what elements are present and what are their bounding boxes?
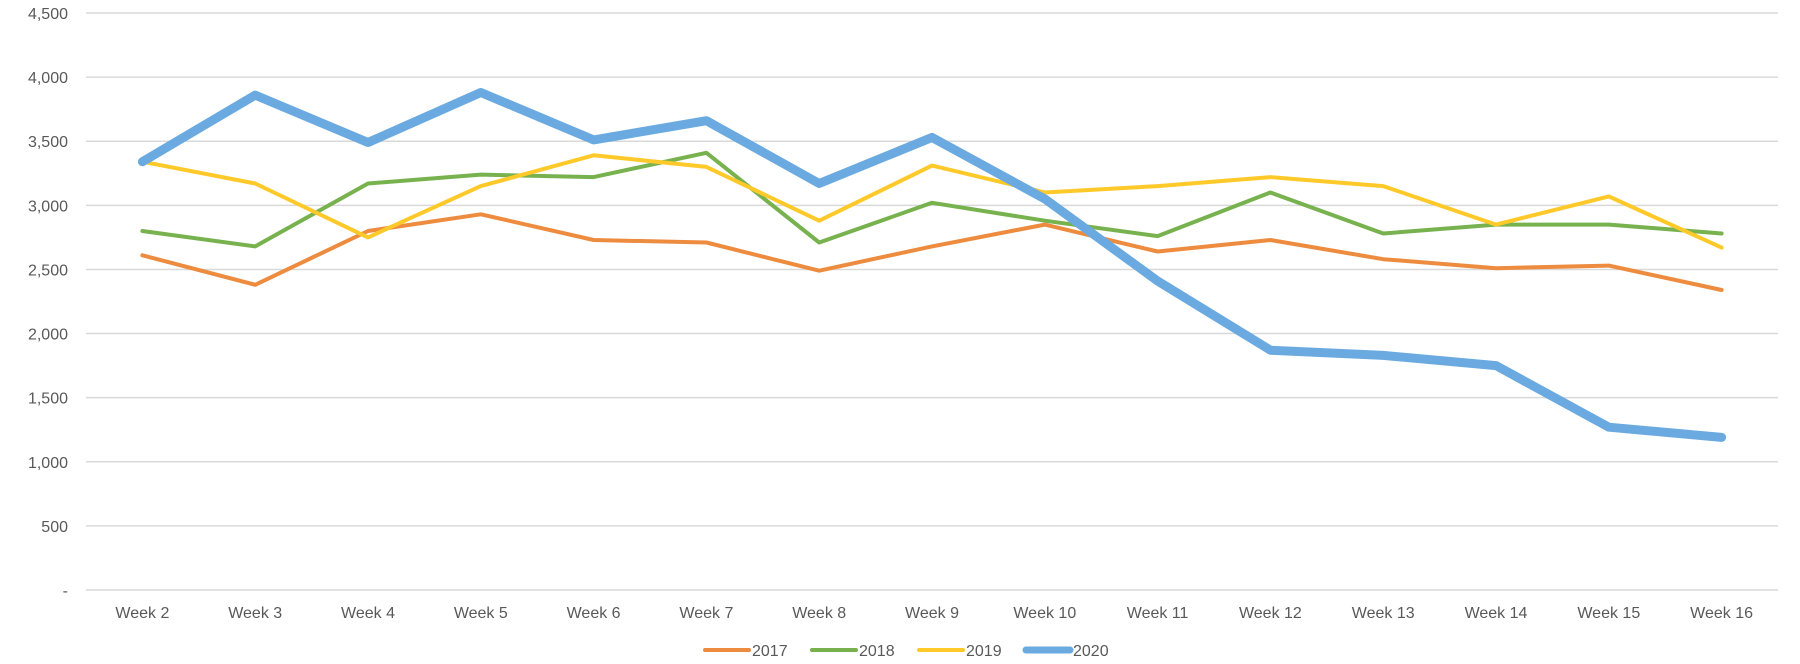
legend-label-2019: 2019 [966,643,1002,660]
x-tick-label: Week 9 [905,605,959,622]
y-tick-label: 3,500 [28,134,68,151]
x-tick-label: Week 6 [567,605,621,622]
x-tick-label: Week 8 [792,605,846,622]
x-tick-label: Week 11 [1127,605,1189,622]
y-tick-label: 1,500 [28,391,68,408]
x-tick-label: Week 7 [679,605,733,622]
legend: 2017 2018 2019 2020 [703,643,1109,660]
series-line-2017 [140,212,1724,292]
x-tick-label: Week 5 [454,605,508,622]
x-tick-label: Week 12 [1239,605,1302,622]
x-tick-label: Week 2 [115,605,169,622]
series-line-2020 [137,88,1727,442]
x-tick-label: Week 3 [228,605,282,622]
x-tick-label: Week 13 [1352,605,1415,622]
legend-label-2017: 2017 [752,643,788,660]
series-line-2018 [140,150,1724,249]
legend-label-2018: 2018 [859,643,895,660]
x-tick-label: Week 14 [1465,605,1528,622]
y-tick-label: - [63,583,68,600]
x-axis: Week 2 Week 3 Week 4 Week 5 Week 6 Week 7 Week… [115,605,1753,622]
y-axis: - 500 1,000 1,500 2,000 2,500 3,000 3,500 4,000 4… [28,6,68,600]
y-tick-label: 1,000 [28,455,68,472]
y-tick-label: 3,000 [28,198,68,215]
x-tick-label: Week 16 [1690,605,1753,622]
y-tick-label: 4,500 [28,6,68,23]
gridlines [86,12,1778,591]
series-line-2019 [140,153,1724,250]
legend-label-2020: 2020 [1073,643,1109,660]
y-tick-label: 2,500 [28,262,68,279]
x-tick-label: Week 10 [1013,605,1076,622]
x-tick-label: Week 4 [341,605,395,622]
y-tick-label: 4,000 [28,70,68,87]
x-tick-label: Week 15 [1577,605,1640,622]
series-lines [137,88,1727,442]
y-tick-label: 500 [41,519,68,536]
y-tick-label: 2,000 [28,327,68,344]
